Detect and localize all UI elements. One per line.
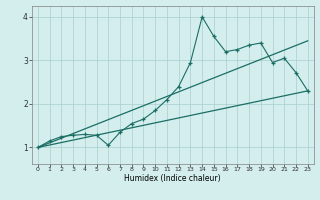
X-axis label: Humidex (Indice chaleur): Humidex (Indice chaleur): [124, 174, 221, 183]
